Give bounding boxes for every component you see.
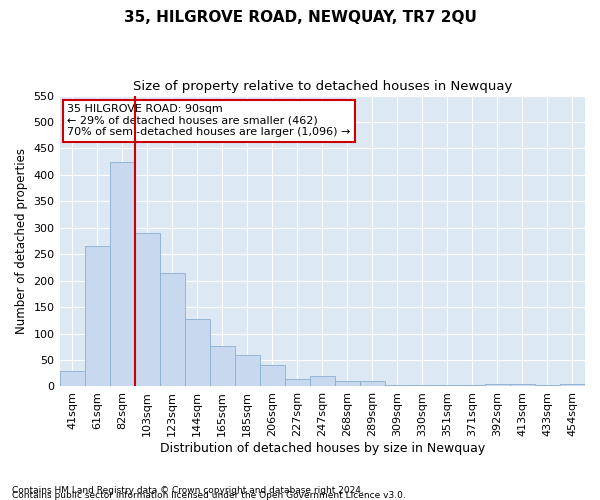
Text: Contains public sector information licensed under the Open Government Licence v3: Contains public sector information licen… xyxy=(12,491,406,500)
X-axis label: Distribution of detached houses by size in Newquay: Distribution of detached houses by size … xyxy=(160,442,485,455)
Bar xyxy=(485,384,510,386)
Bar xyxy=(285,378,310,386)
Bar xyxy=(85,246,110,386)
Text: 35 HILGROVE ROAD: 90sqm
← 29% of detached houses are smaller (462)
70% of semi-d: 35 HILGROVE ROAD: 90sqm ← 29% of detache… xyxy=(67,104,351,138)
Text: Contains HM Land Registry data © Crown copyright and database right 2024.: Contains HM Land Registry data © Crown c… xyxy=(12,486,364,495)
Bar xyxy=(560,384,585,386)
Bar xyxy=(160,272,185,386)
Bar xyxy=(235,354,260,386)
Bar xyxy=(260,365,285,386)
Bar xyxy=(209,346,235,387)
Y-axis label: Number of detached properties: Number of detached properties xyxy=(15,148,28,334)
Text: 35, HILGROVE ROAD, NEWQUAY, TR7 2QU: 35, HILGROVE ROAD, NEWQUAY, TR7 2QU xyxy=(124,10,476,25)
Bar xyxy=(535,385,560,386)
Bar xyxy=(360,381,385,386)
Bar xyxy=(59,370,85,386)
Bar xyxy=(310,376,335,386)
Bar xyxy=(185,319,209,386)
Bar xyxy=(510,384,535,386)
Title: Size of property relative to detached houses in Newquay: Size of property relative to detached ho… xyxy=(133,80,512,93)
Bar xyxy=(335,381,360,386)
Bar xyxy=(134,233,160,386)
Bar xyxy=(110,162,134,386)
